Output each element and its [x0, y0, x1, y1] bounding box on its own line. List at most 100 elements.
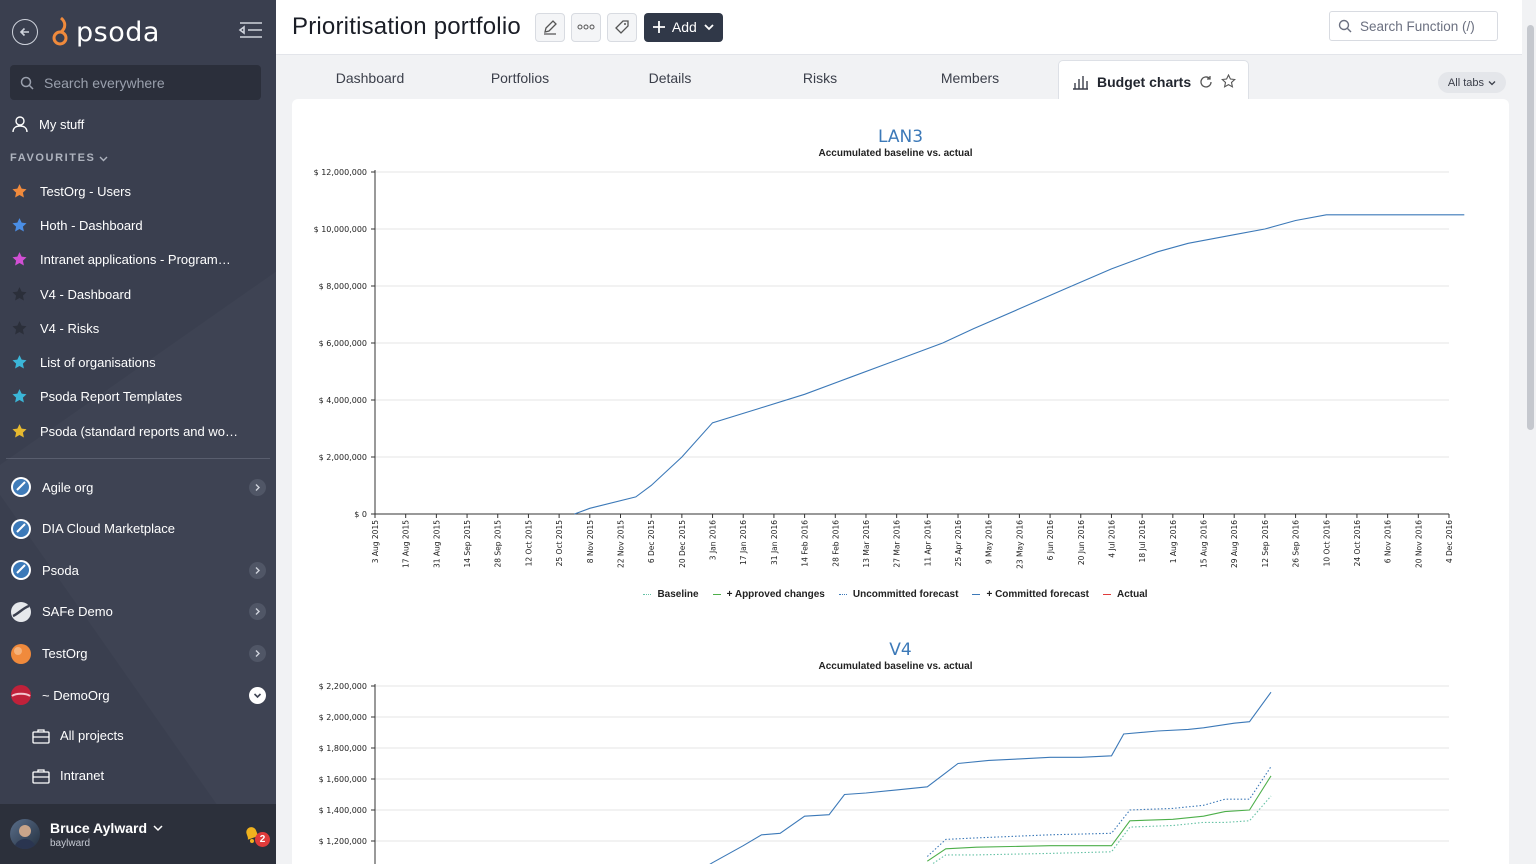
psoda-logo[interactable]: psoda [52, 16, 160, 48]
favourite-item[interactable]: Psoda Report Templates [0, 380, 276, 414]
legend-label: + Approved changes [726, 589, 825, 600]
page-title: Prioritisation portfolio [292, 13, 521, 40]
x-tick-label: 10 Oct 2016 [1322, 520, 1331, 567]
favourite-item[interactable]: Intranet applications - Programme... [0, 243, 276, 277]
briefcase-icon [32, 729, 50, 744]
y-tick-label: $ 1,600,000 [319, 775, 367, 784]
legend-swatch [712, 594, 721, 595]
org-item[interactable]: Psoda [0, 550, 276, 592]
x-tick-label: 13 Mar 2016 [862, 520, 871, 568]
org-logo-icon [10, 518, 32, 540]
favourite-label: Intranet applications - Programme... [40, 252, 240, 268]
sub-item-intranet[interactable]: Intranet [0, 756, 276, 796]
org-logo-icon [10, 601, 32, 623]
x-tick-label: 12 Sep 2016 [1261, 520, 1270, 568]
org-logo-icon [10, 476, 32, 498]
legend-label: + Committed forecast [986, 589, 1089, 600]
search-everywhere-input[interactable] [44, 74, 244, 91]
org-item[interactable]: TestOrg [0, 633, 276, 675]
org-logo-icon [10, 643, 32, 665]
y-tick-label: $ 10,000,000 [314, 225, 367, 234]
tab-details[interactable]: Details [648, 70, 692, 86]
favourite-item[interactable]: V4 - Risks [0, 311, 276, 345]
series-line-uncommitted[interactable] [926, 766, 1272, 857]
chevron-down-icon [704, 24, 714, 31]
search-icon [1338, 19, 1352, 33]
org-label: Psoda [42, 562, 79, 578]
tab-members[interactable]: Members [940, 70, 1000, 86]
arrow-left-icon [19, 27, 29, 37]
x-tick-label: 8 Nov 2015 [586, 520, 595, 563]
add-button[interactable]: Add [643, 12, 723, 42]
edit-button[interactable] [534, 12, 565, 42]
legend-approved-changes[interactable]: + Approved changes [712, 589, 825, 600]
search-everywhere[interactable] [10, 65, 261, 100]
favourite-label: TestOrg - Users [40, 183, 132, 199]
search-function-input[interactable] [1360, 18, 1488, 34]
favourite-item[interactable]: Hoth - Dashboard [0, 208, 276, 242]
x-tick-label: 4 Jul 2016 [1107, 520, 1116, 558]
star-outline-icon[interactable] [1221, 74, 1237, 89]
organisation-list: Agile org DIA Cloud Marketplace Psoda SAFe … [0, 466, 276, 716]
page-scrollbar[interactable] [1527, 25, 1534, 430]
legend-actual[interactable]: Actual [1102, 589, 1148, 600]
search-function[interactable] [1329, 11, 1498, 41]
user-photo-icon [14, 825, 36, 849]
avatar[interactable] [10, 819, 40, 849]
favourite-item[interactable]: List of organisations [0, 345, 276, 379]
legend-swatch [1102, 594, 1111, 595]
chevron-down-icon [153, 824, 163, 831]
legend-swatch [972, 594, 981, 595]
org-item[interactable]: SAFe Demo [0, 591, 276, 633]
x-tick-label: 25 Apr 2016 [954, 520, 963, 567]
y-tick-label: $ 6,000,000 [319, 339, 367, 348]
x-tick-label: 15 Aug 2016 [1200, 520, 1209, 568]
tab-portfolios[interactable]: Portfolios [490, 70, 550, 86]
back-button[interactable] [12, 19, 38, 45]
chevron-right-icon[interactable] [249, 561, 266, 579]
chevron-right-icon[interactable] [249, 603, 266, 621]
tab-budget-charts[interactable]: Budget charts [1058, 60, 1250, 102]
my-stuff-link[interactable]: My stuff [0, 106, 276, 142]
favourite-item[interactable]: Psoda (standard reports and work... [0, 414, 276, 448]
legend-committed-forecast[interactable]: + Committed forecast [972, 589, 1089, 600]
org-item[interactable]: Agile org [0, 466, 276, 508]
org-item[interactable]: DIA Cloud Marketplace [0, 508, 276, 550]
sub-item-all-projects[interactable]: All projects [0, 716, 276, 756]
series-line-committed[interactable] [697, 691, 1272, 864]
notifications-button[interactable]: 2 [242, 824, 270, 849]
favourites-header[interactable]: FAVOURITES [0, 142, 276, 174]
all-tabs-label: All tabs [1447, 76, 1484, 89]
org-label: ~ DemoOrg [42, 687, 110, 703]
all-tabs-dropdown[interactable]: All tabs [1437, 72, 1506, 93]
tag-button[interactable] [606, 12, 637, 42]
y-tick-label: $ 12,000,000 [314, 168, 367, 177]
favourite-item[interactable]: V4 - Dashboard [0, 277, 276, 311]
bar-chart-icon [1073, 75, 1088, 90]
x-tick-label: 31 Aug 2015 [432, 520, 441, 568]
x-tick-label: 1 Aug 2016 [1169, 520, 1178, 563]
tab-dashboard[interactable]: Dashboard [335, 70, 405, 86]
more-options-button[interactable] [570, 12, 601, 42]
chevron-right-icon[interactable] [249, 645, 266, 663]
favourite-label: Hoth - Dashboard [40, 217, 143, 233]
series-line-approved[interactable] [926, 775, 1272, 862]
x-tick-label: 23 May 2016 [1015, 520, 1024, 569]
series-line-baseline[interactable] [927, 795, 1272, 864]
refresh-icon[interactable] [1199, 75, 1213, 89]
series-line-committed[interactable] [574, 214, 1465, 515]
favourite-item[interactable]: TestOrg - Users [0, 174, 276, 208]
tab-risks[interactable]: Risks [802, 70, 838, 86]
org-label: TestOrg [42, 646, 88, 662]
collapse-sidebar-button[interactable] [238, 20, 264, 45]
legend-uncommitted-forecast[interactable]: Uncommitted forecast [838, 589, 958, 600]
chevron-down-icon[interactable] [249, 686, 266, 704]
chevron-right-icon[interactable] [249, 478, 266, 496]
org-item[interactable]: ~ DemoOrg [0, 674, 276, 716]
x-tick-label: 28 Feb 2016 [831, 520, 840, 567]
notification-count: 2 [255, 832, 270, 847]
favourite-label: Psoda Report Templates [40, 389, 183, 405]
user-info[interactable]: Bruce Aylward baylward [50, 820, 163, 849]
chart-lan3: $ 0 $ 2,000,000 $ 4,000,000 $ 6,000,000 $ 8,… [314, 168, 1465, 569]
legend-baseline[interactable]: Baseline [643, 589, 699, 600]
